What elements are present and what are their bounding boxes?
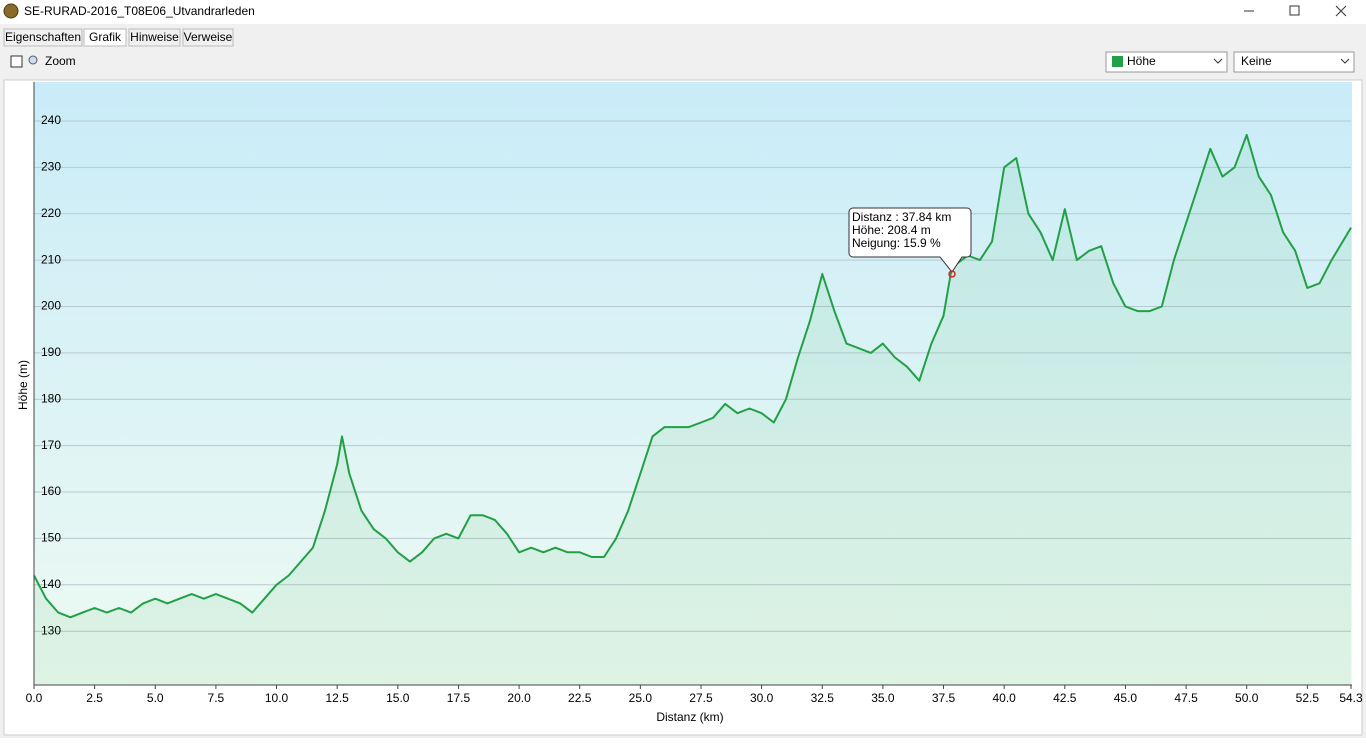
close[interactable] [1335,5,1347,17]
x-tick-label: 17.5 [447,691,471,705]
y-tick-label: 240 [41,113,61,127]
title-bar [0,0,1366,24]
x-tick-label: 7.5 [208,691,225,705]
x-tick-label: 10.0 [265,691,289,705]
x-tick-label: 47.5 [1174,691,1198,705]
second-dropdown[interactable] [1233,51,1355,73]
y-tick-label: 170 [41,438,61,452]
tab-label: Verweise [184,30,233,44]
area-fill [34,134,1351,685]
restore[interactable] [1289,5,1300,16]
tooltip: Distanz : 37.84 km Höhe: 208.4 m Neigung… [848,207,972,273]
x-tick-label: 20.0 [507,691,531,705]
app-icon [3,3,19,19]
x-tick-label: 40.0 [992,691,1016,705]
tooltip-line: Neigung: 15.9 % [852,236,941,250]
x-axis-label: Distanz (km) [656,710,723,724]
cursor-marker [948,270,956,278]
tab-label: Eigenschaften [5,30,81,44]
series-dropdown-text: Höhe [1127,54,1156,68]
x-tick-label: 27.5 [689,691,713,705]
plot: 130 140 150 160 170 180 190 200 210 220 230 240 0.0 2… [26,113,1363,705]
y-tick-label: 190 [41,345,61,359]
y-tick-label: 140 [41,577,61,591]
dropdown-arrow [1340,58,1350,64]
window-title: SE-RURAD-2016_T08E06_Utvandrarleden [24,4,255,18]
tooltip-line: Distanz : 37.84 km [852,210,951,224]
x-tick-label: 15.0 [386,691,410,705]
x-tick-label: 45.0 [1114,691,1138,705]
y-tick-label: 150 [41,531,61,545]
x-tick-label: 12.5 [325,691,349,705]
y-axis-label: Höhe (m) [16,360,30,410]
tab-label: Grafik [89,30,122,44]
tab[interactable] [83,28,127,47]
dropdown-arrow [1213,58,1223,64]
zoom-icon [28,55,38,65]
y-tick-label: 160 [41,484,61,498]
x-tick-label: 0.0 [26,691,43,705]
tab[interactable] [128,28,181,47]
x-tick-label: 30.0 [750,691,774,705]
tooltip-box [848,207,972,273]
series-swatch [1112,56,1123,67]
x-tick-label: 42.5 [1053,691,1077,705]
y-tick-label: 230 [41,160,61,174]
x-tick-label: 37.5 [932,691,956,705]
x-tick-label: 25.0 [629,691,653,705]
y-tick-label: 220 [41,206,61,220]
x-tick-label: 22.5 [568,691,592,705]
zoom-label: Zoom [45,54,76,68]
second-dropdown-text: Keine [1241,54,1272,68]
y-tick-label: 210 [41,252,61,266]
y-tick-label: 200 [41,299,61,313]
x-tick-label: 50.0 [1235,691,1259,705]
elevation-line [33,133,1352,619]
tab-bar: Eigenschaften Grafik Hinweise Verweise [3,28,234,47]
x-tick-label: 52.5 [1296,691,1320,705]
tab[interactable] [3,28,83,47]
zoom-checkbox[interactable] [10,55,23,68]
y-tick-label: 130 [41,623,61,637]
series-dropdown[interactable] [1105,51,1228,73]
x-tick-label: 35.0 [871,691,895,705]
x-tick-label: 54.3 [1339,691,1363,705]
y-tick-label: 180 [41,391,61,405]
x-tick-label: 2.5 [86,691,103,705]
tab-label: Hinweise [130,30,179,44]
x-tick-label: 5.0 [147,691,164,705]
x-tick-label: 32.5 [811,691,835,705]
tab[interactable] [182,28,234,47]
tooltip-line: Höhe: 208.4 m [852,223,931,237]
